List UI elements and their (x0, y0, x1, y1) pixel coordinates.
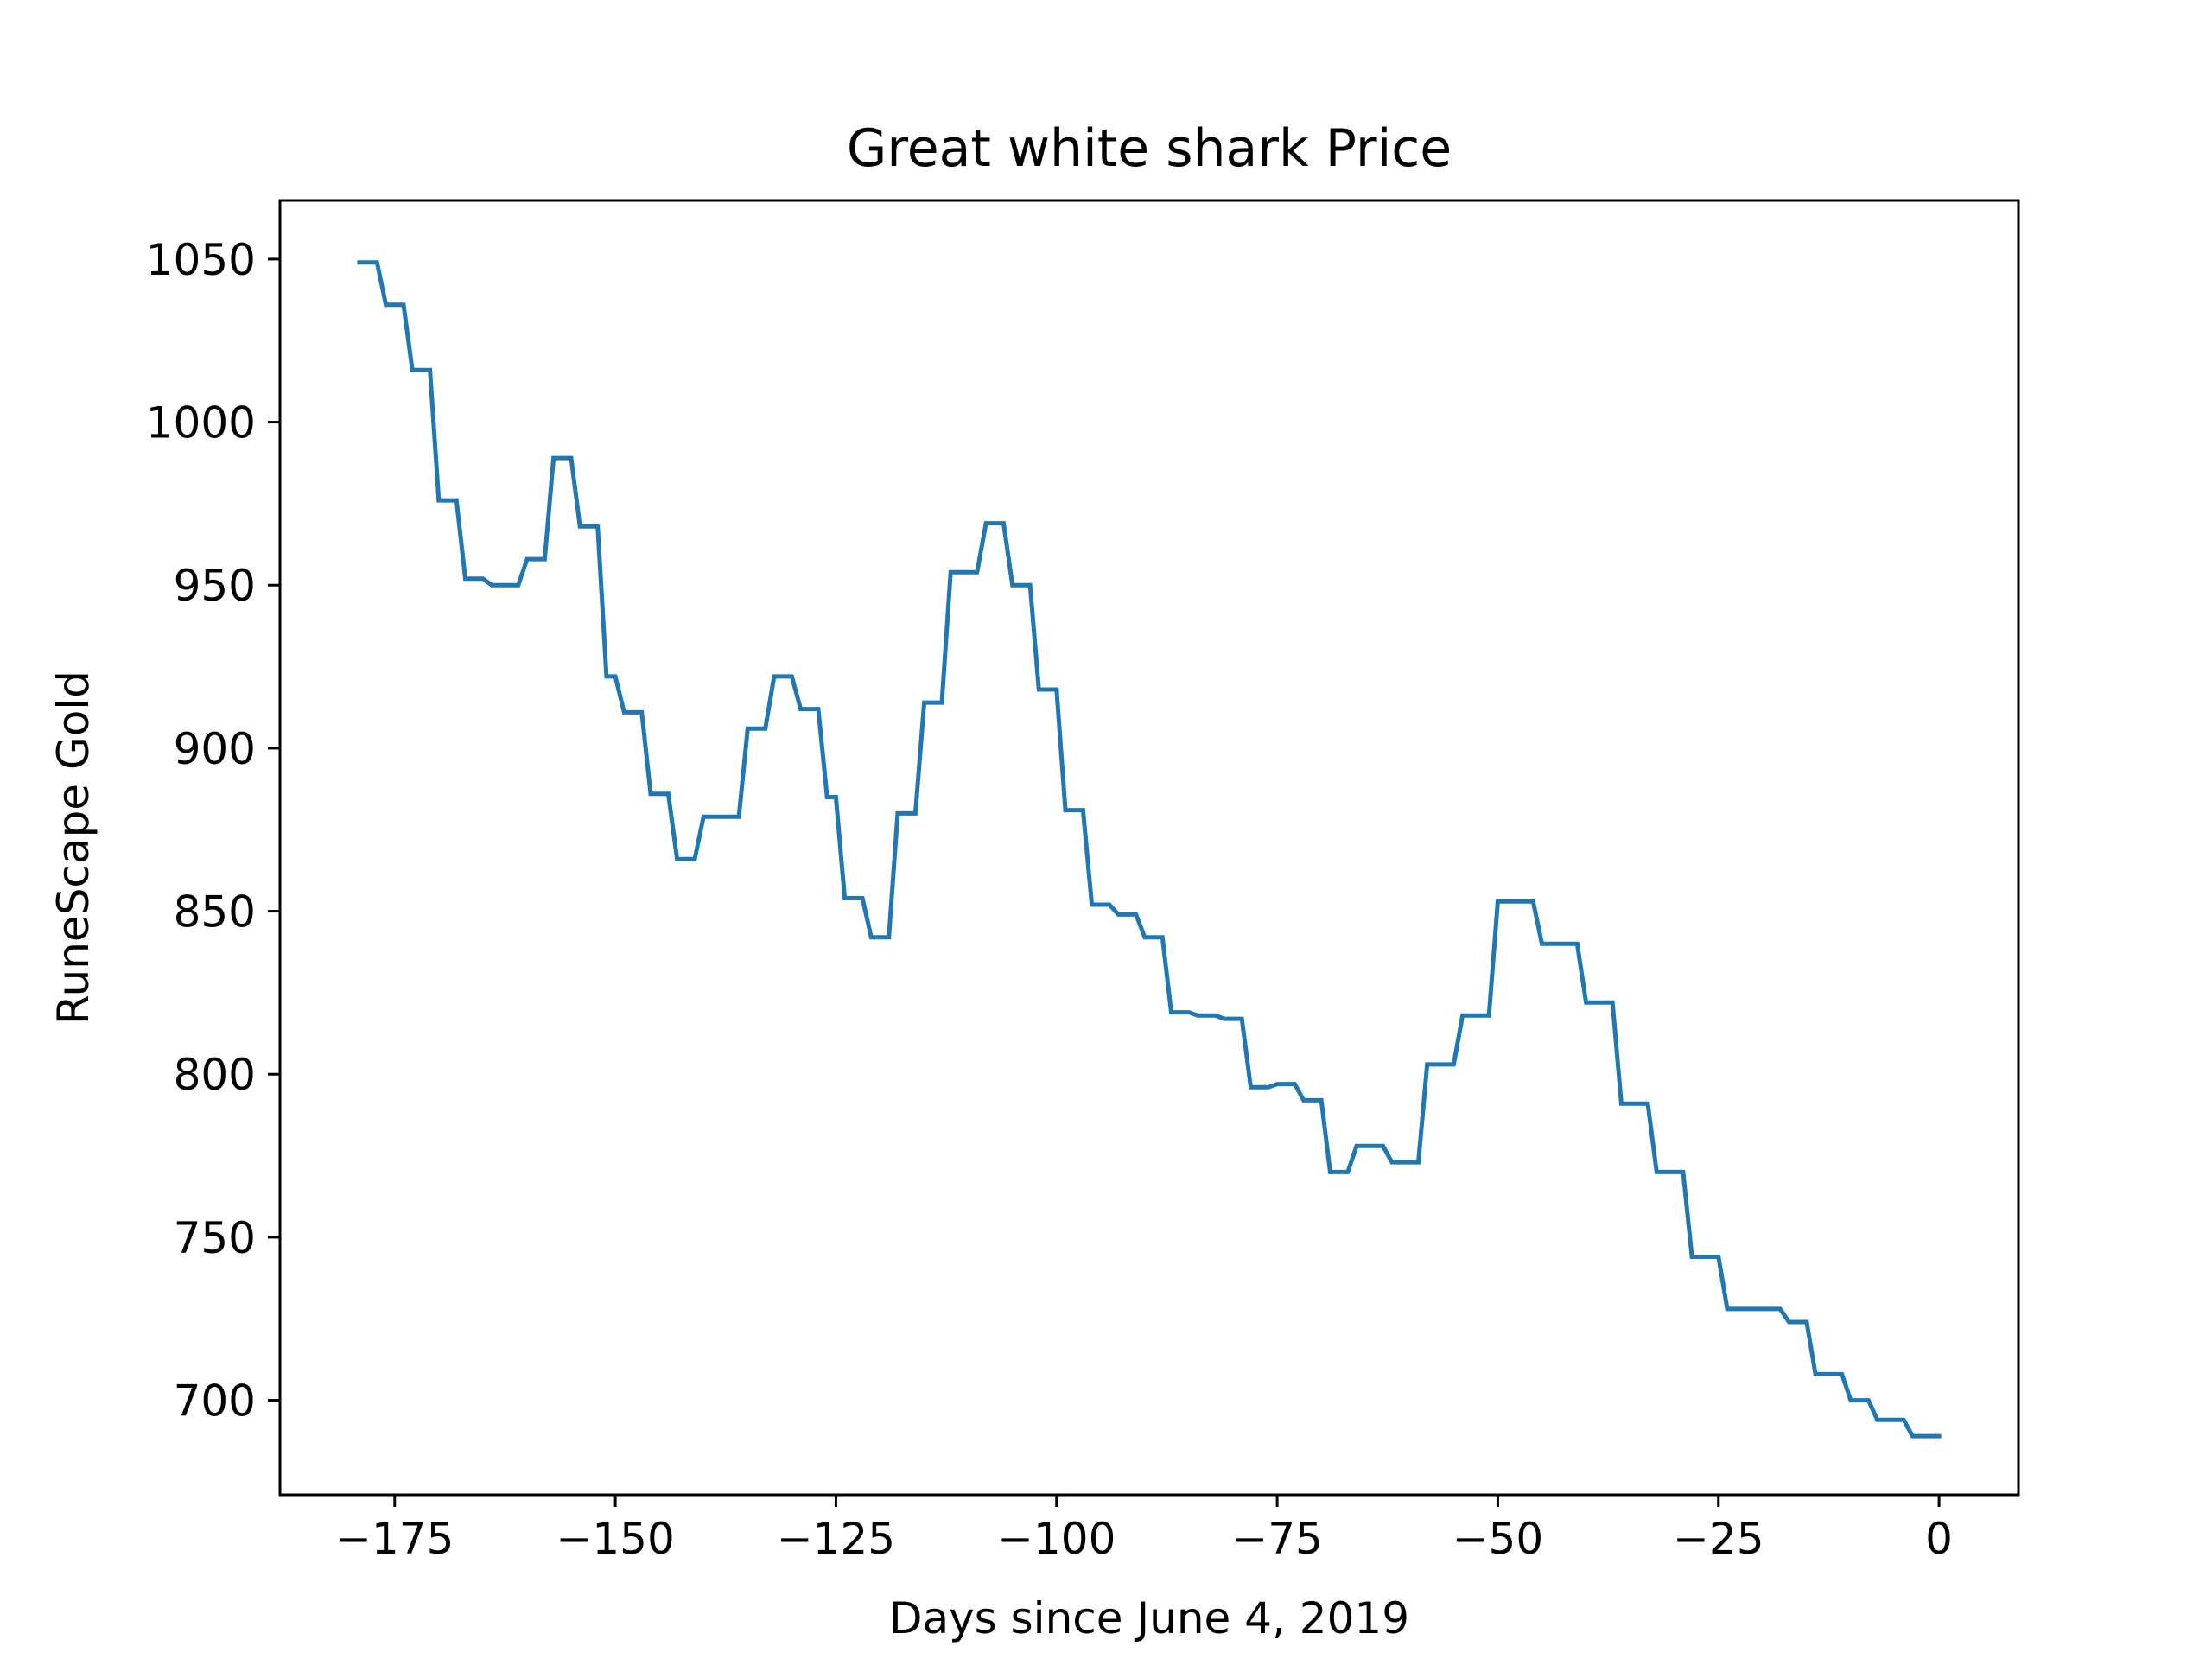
x-tick-label: 0 (1925, 1514, 1953, 1564)
y-axis: 700 750 800 850 900 950 1000 1050 (146, 235, 280, 1427)
y-tick-label: 750 (174, 1213, 256, 1263)
plot-area (357, 260, 1942, 1439)
y-tick-label: 800 (174, 1050, 256, 1100)
axes-frame (278, 199, 2020, 1497)
chart-title: Great white shark Price (847, 118, 1452, 179)
x-tick-label: −50 (1452, 1514, 1544, 1564)
y-tick-label: 950 (174, 561, 256, 611)
series-line (357, 260, 1942, 1439)
y-tick-label: 900 (174, 724, 256, 774)
y-tick-label: 700 (174, 1376, 256, 1427)
x-axis: −175 −150 −125 −100 −75 −50 −25 0 (335, 1495, 1953, 1564)
x-tick-label: −125 (777, 1514, 895, 1564)
x-tick-label: −25 (1673, 1514, 1764, 1564)
x-tick-label: −75 (1231, 1514, 1323, 1564)
x-tick-label: −175 (335, 1514, 454, 1564)
x-tick-label: −150 (556, 1514, 674, 1564)
y-tick-label: 1050 (146, 235, 256, 285)
x-tick-label: −100 (997, 1514, 1116, 1564)
y-tick-label: 850 (174, 887, 256, 938)
x-axis-label: Days since June 4, 2019 (889, 1593, 1409, 1643)
y-tick-label: 1000 (146, 398, 256, 448)
y-axis-label: RuneScape Gold (48, 671, 99, 1025)
